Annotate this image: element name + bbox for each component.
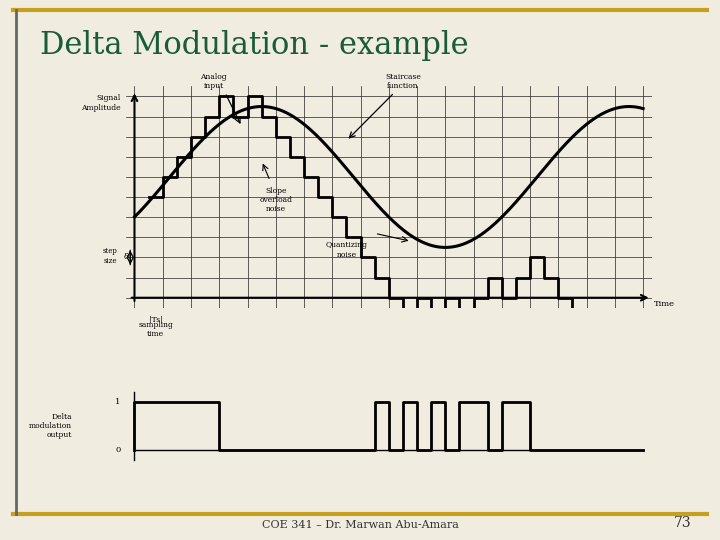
Text: 73: 73 [674,516,691,530]
Text: 1: 1 [115,398,120,406]
Text: Slope
overload
noise: Slope overload noise [259,187,292,213]
Text: step
size: step size [103,247,117,265]
Text: sampling
time: sampling time [138,321,173,338]
Text: Analog
input: Analog input [200,73,227,90]
Text: Delta
modulation
output: Delta modulation output [30,413,72,439]
Text: δ: δ [124,253,129,261]
Text: Time: Time [654,300,675,308]
Text: |Ts|: |Ts| [149,316,163,324]
Text: COE 341 – Dr. Marwan Abu-Amara: COE 341 – Dr. Marwan Abu-Amara [261,520,459,530]
Text: Delta Modulation - example: Delta Modulation - example [40,30,468,60]
Text: Staircase
function: Staircase function [385,73,421,90]
Text: Quantizing
noise: Quantizing noise [325,241,367,259]
Text: Signal
Amplitude: Signal Amplitude [81,94,120,112]
Text: 0: 0 [115,447,120,454]
